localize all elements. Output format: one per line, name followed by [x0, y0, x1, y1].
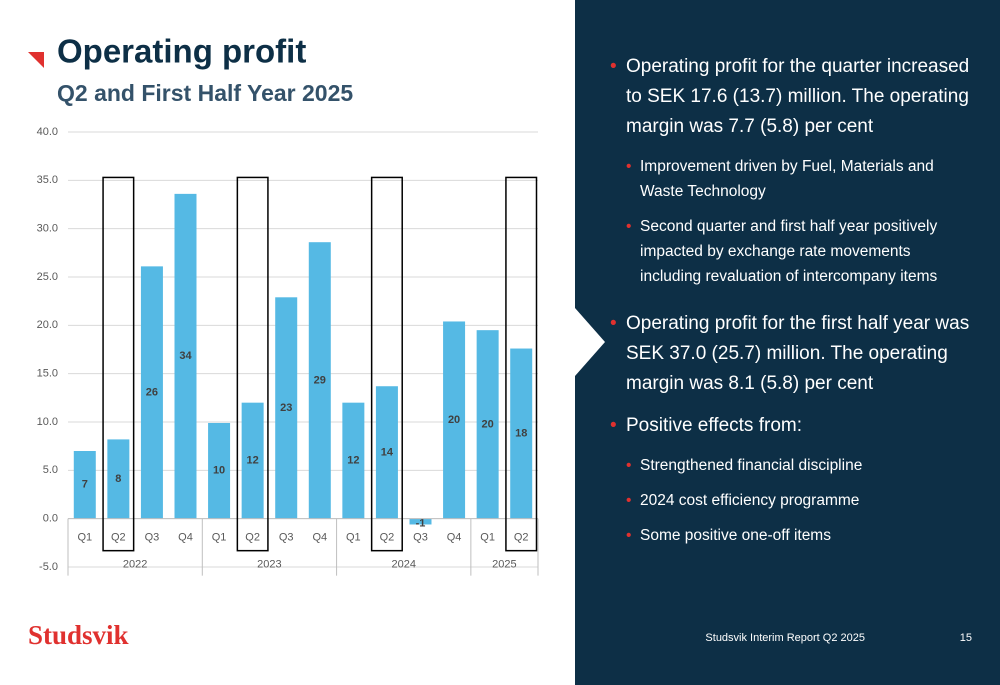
x-tick-label: Q1	[212, 532, 227, 544]
highlight-box	[505, 176, 538, 552]
y-tick-label: 0.0	[43, 513, 58, 525]
x-tick-label: Q3	[279, 532, 294, 544]
x-tick-label: Q4	[447, 532, 462, 544]
data-label: 18	[515, 428, 527, 440]
x-tick-label: Q4	[178, 532, 193, 544]
bar	[107, 439, 130, 519]
x-tick-label: Q4	[312, 532, 327, 544]
data-label: 8	[115, 473, 121, 485]
footer-report: Studsvik Interim Report Q2 2025	[705, 632, 865, 644]
bullet-text: Operating profit for the quarter increas…	[626, 56, 970, 137]
bullet-dot: •	[626, 218, 632, 235]
bullet-dot: •	[626, 527, 632, 544]
sub-bullet: • Second quarter and first half year posi…	[626, 214, 975, 289]
y-tick-label: 40.0	[37, 126, 58, 138]
sub-bullet: • Some positive one-off items	[626, 523, 975, 548]
bar	[443, 321, 466, 519]
group-label: 2023	[257, 559, 281, 571]
highlight-box	[370, 176, 403, 552]
data-label: 20	[448, 414, 460, 426]
slide-title: Operating profit	[57, 33, 306, 70]
bullet-dot: •	[610, 56, 617, 77]
bar	[409, 518, 432, 525]
group-label: 2024	[391, 559, 415, 571]
data-label: 20	[482, 418, 494, 430]
bar	[476, 330, 499, 519]
y-tick-label: -5.0	[39, 561, 58, 573]
data-label: 34	[179, 350, 192, 362]
bar	[140, 266, 163, 519]
bullet-dot: •	[610, 313, 617, 334]
side-panel	[575, 0, 1000, 685]
sub-bullet: • 2024 cost efficiency programme	[626, 488, 975, 513]
sub-bullet: • Strengthened financial discipline	[626, 453, 975, 478]
x-tick-label: Q1	[480, 532, 495, 544]
bar	[174, 193, 197, 519]
highlight-box	[236, 176, 269, 552]
bullet-text: Second quarter and first half year posit…	[640, 218, 938, 285]
bar	[308, 242, 331, 519]
bullet-dot: •	[626, 457, 632, 474]
x-tick-label: Q2	[514, 532, 529, 544]
bullet-list: • Operating profit for the quarter increa…	[610, 52, 975, 568]
bar	[342, 402, 365, 519]
bullet: • Operating profit for the first half yea…	[610, 309, 975, 399]
data-label: 7	[82, 479, 88, 491]
x-tick-label: Q2	[111, 532, 126, 544]
slide-subtitle: Q2 and First Half Year 2025	[57, 80, 353, 106]
bar	[208, 422, 231, 519]
bullet: • Positive effects from:	[610, 411, 975, 441]
data-label: 29	[314, 374, 326, 386]
title-icon	[28, 52, 44, 68]
y-tick-label: 35.0	[37, 174, 58, 186]
bullet-text: Improvement driven by Fuel, Materials an…	[640, 158, 934, 200]
x-tick-label: Q2	[245, 532, 260, 544]
bullet-dot: •	[626, 492, 632, 509]
data-label: 23	[280, 402, 292, 414]
y-tick-label: 5.0	[43, 464, 58, 476]
bar	[375, 386, 398, 519]
bullet-text: Positive effects from:	[626, 415, 802, 436]
bullet: • Operating profit for the quarter increa…	[610, 52, 975, 142]
y-tick-label: 20.0	[37, 319, 58, 331]
x-tick-label: Q3	[145, 532, 160, 544]
bullet-text: Strengthened financial discipline	[640, 457, 863, 474]
y-tick-label: 30.0	[37, 223, 58, 235]
group-label: 2022	[123, 559, 147, 571]
y-tick-label: 25.0	[37, 271, 58, 283]
sub-bullet: • Improvement driven by Fuel, Materials a…	[626, 154, 975, 204]
bar	[510, 348, 533, 519]
data-label: 26	[146, 386, 158, 398]
x-tick-label: Q1	[77, 532, 92, 544]
x-tick-label: Q3	[413, 532, 428, 544]
bar	[73, 451, 96, 519]
panel-notch	[575, 308, 605, 376]
page-number: 15	[960, 632, 972, 644]
bullet-text: Some positive one-off items	[640, 527, 831, 544]
data-label: 14	[381, 446, 394, 458]
data-label: 12	[247, 455, 259, 467]
highlight-box	[102, 176, 135, 552]
bar	[241, 402, 264, 519]
logo: Studsvik	[28, 620, 129, 650]
bullet-dot: •	[610, 415, 617, 436]
x-tick-label: Q1	[346, 532, 361, 544]
bar	[275, 297, 298, 519]
y-tick-label: 10.0	[37, 416, 58, 428]
data-label: 10	[213, 465, 225, 477]
data-label: -1	[416, 518, 426, 530]
bullet-text: Operating profit for the first half year…	[626, 313, 970, 394]
bullet-dot: •	[626, 158, 632, 175]
x-tick-label: Q2	[380, 532, 395, 544]
data-label: 12	[347, 455, 359, 467]
bullet-text: 2024 cost efficiency programme	[640, 492, 860, 509]
group-label: 2025	[492, 559, 516, 571]
y-tick-label: 15.0	[37, 368, 58, 380]
